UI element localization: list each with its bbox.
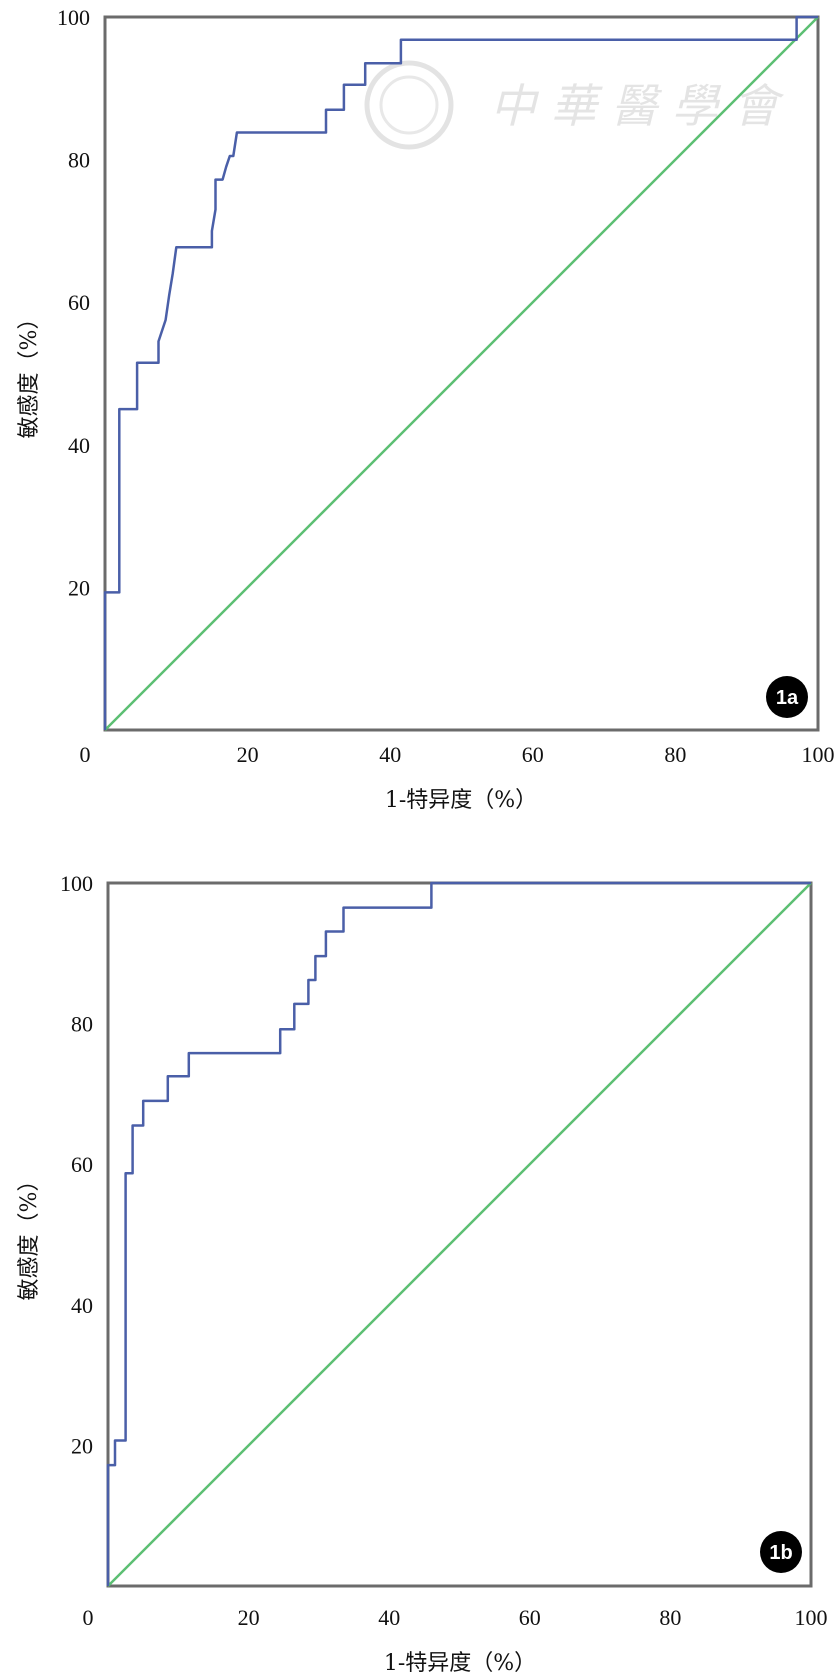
- panel-label: 1a: [776, 687, 799, 709]
- watermark-seal-icon: [364, 60, 454, 150]
- panel-badge: [760, 1531, 802, 1573]
- watermark-signature: 中 華 醫 學 會: [490, 79, 784, 133]
- chart-panel-1b: 20 40 60 80 100 0 20 40 60 80 100 1-特异度（%） 敏感度（%）…: [17, 871, 828, 1676]
- watermark-seal-inner-icon: [379, 75, 439, 135]
- reference-line: [107, 882, 812, 1587]
- y-tick-label: 20: [71, 1433, 93, 1458]
- x-axis-label: 1-特异度（%）: [384, 1651, 536, 1676]
- x-tick-label: 0: [83, 1605, 94, 1630]
- x-tick-label: 100: [795, 1605, 828, 1630]
- y-tick-label: 100: [60, 871, 93, 896]
- y-tick-label: 40: [68, 433, 90, 458]
- x-tick-label: 40: [378, 1605, 400, 1630]
- x-tick-label: 80: [664, 742, 686, 767]
- x-axis-label: 1-特异度（%）: [385, 788, 537, 813]
- x-tick-label: 100: [802, 742, 835, 767]
- x-tick-label: 20: [238, 1605, 260, 1630]
- y-axis-label: 敏感度（%）: [17, 1170, 42, 1301]
- x-tick-label: 20: [237, 742, 259, 767]
- y-tick-label: 20: [68, 575, 90, 600]
- roc-curve: [103, 15, 818, 730]
- chart-panel-1a: 20 40 60 80 100 0 20 40 60 80 100 1-特异度（%） 敏感度（%）…: [17, 5, 835, 813]
- roc-curve: [106, 881, 811, 1586]
- plot-frame: [103, 15, 820, 732]
- reference-line: [104, 16, 819, 731]
- y-tick-label: 80: [68, 148, 90, 173]
- x-tick-label: 40: [379, 742, 401, 767]
- y-tick-label: 60: [68, 290, 90, 315]
- x-tick-label: 60: [519, 1605, 541, 1630]
- watermark: 中 華 醫 學 會: [364, 60, 784, 150]
- y-tick-label: 40: [71, 1293, 93, 1318]
- x-tick-label: 80: [659, 1605, 681, 1630]
- y-tick-label: 80: [71, 1012, 93, 1037]
- x-tick-label: 0: [80, 742, 91, 767]
- y-tick-label: 100: [57, 5, 90, 30]
- panel-badge: [766, 676, 808, 718]
- panel-label: 1b: [769, 1542, 792, 1564]
- y-tick-label: 60: [71, 1152, 93, 1177]
- y-axis-label: 敏感度（%）: [17, 308, 42, 439]
- x-tick-label: 60: [522, 742, 544, 767]
